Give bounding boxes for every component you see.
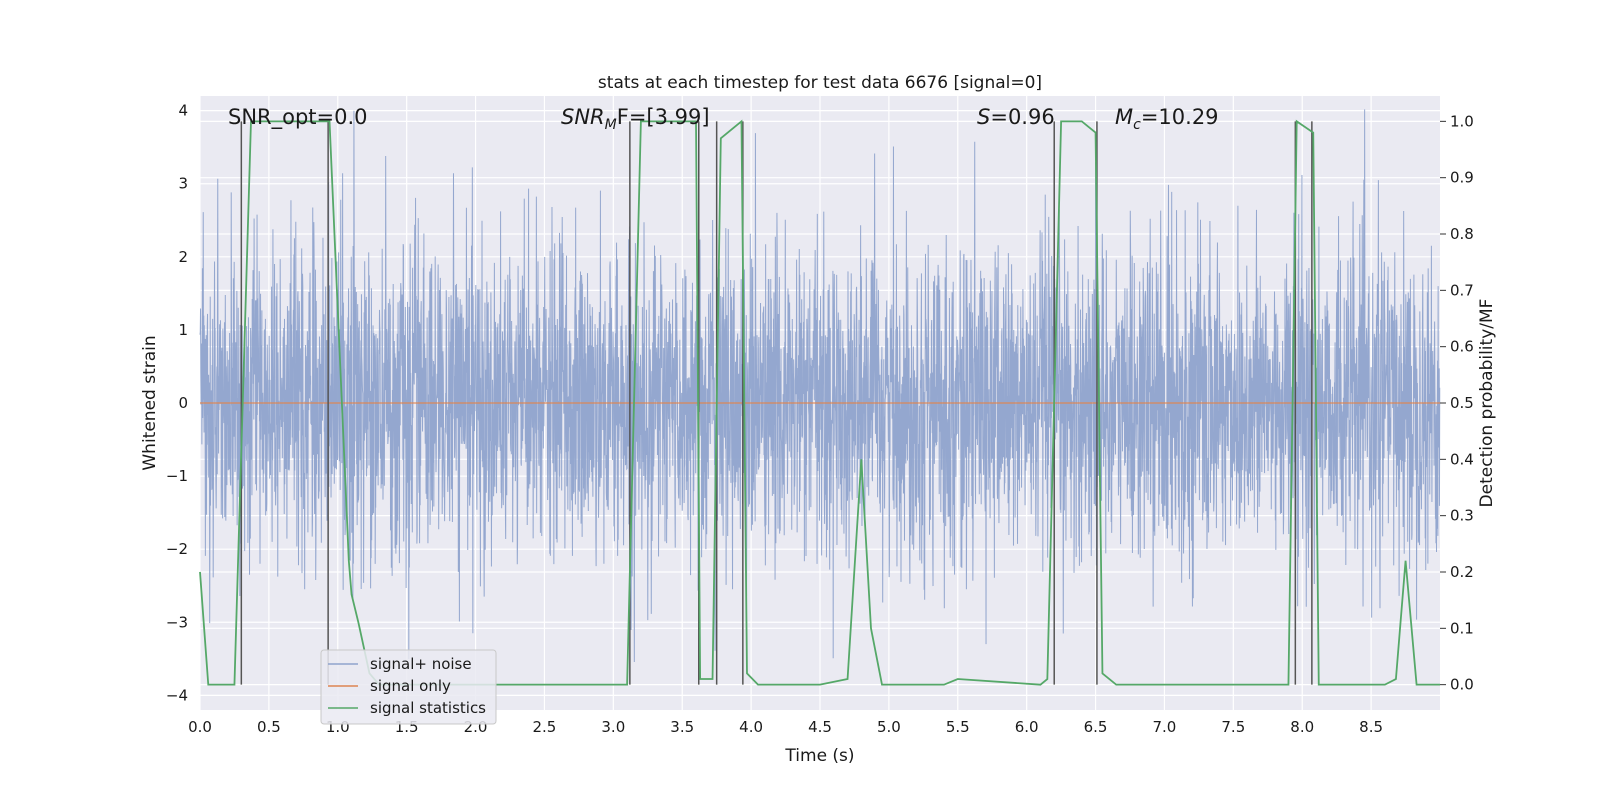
y2-tick-label-0: 0.0 xyxy=(1450,676,1474,694)
x-tick-label-8: 4.0 xyxy=(739,718,763,736)
legend-label-signal-only: signal only xyxy=(370,677,451,695)
y2-axis-ticks: 0.0 0.1 0.2 0.3 0.4 0.5 0.6 0.7 0.8 0.9 1.0 xyxy=(1440,112,1474,694)
y2-tick-label-1: 0.1 xyxy=(1450,619,1474,637)
y-tick-label-4: 0 xyxy=(178,394,188,412)
y-tick-label-8: 4 xyxy=(178,102,188,120)
y2-tick-label-5: 0.5 xyxy=(1450,394,1474,412)
series-signal-plus-noise xyxy=(199,109,1441,663)
legend: signal+ noise signal only signal statist… xyxy=(320,649,497,725)
y-tick-label-5: 1 xyxy=(178,321,188,339)
x-tick-label-14: 7.0 xyxy=(1153,718,1177,736)
y2-tick-label-4: 0.4 xyxy=(1450,450,1474,468)
annotation-snr-opt: SNR_opt=0.0 xyxy=(228,105,368,130)
x-tick-label-10: 5.0 xyxy=(877,718,901,736)
x-tick-label-15: 7.5 xyxy=(1221,718,1245,736)
annotation-s: S=0.96 xyxy=(977,105,1055,129)
y-tick-label-7: 3 xyxy=(178,175,188,193)
annotation-snr-mf-rest: F=[3.99] xyxy=(617,105,710,129)
y2-tick-label-10: 1.0 xyxy=(1450,112,1474,130)
annotation-mc-main: M xyxy=(1115,105,1133,129)
annotation-mc-rest: =10.29 xyxy=(1141,105,1219,129)
annotation-snr-mf-sub: M xyxy=(605,117,617,133)
y-axis-label: Whitened strain xyxy=(140,335,160,470)
y-axis-ticks: −4 −3 −2 −1 0 1 2 3 4 xyxy=(166,102,188,705)
legend-label-noise: signal+ noise xyxy=(370,655,472,673)
y-tick-label-3: −1 xyxy=(166,467,188,485)
series-signal-statistics xyxy=(199,119,1440,686)
annotation-s-main: S xyxy=(977,105,990,129)
y2-tick-label-9: 0.9 xyxy=(1450,169,1474,187)
x-tick-label-9: 4.5 xyxy=(808,718,832,736)
annotation-mc-sub: c xyxy=(1133,117,1141,133)
legend-box xyxy=(320,649,497,725)
y2-tick-label-6: 0.6 xyxy=(1450,338,1474,356)
annotation-snr-mf-main: SNR xyxy=(561,105,605,129)
legend-label-statistics: signal statistics xyxy=(370,699,486,717)
x-tick-label-17: 8.5 xyxy=(1359,718,1383,736)
x-tick-label-5: 2.5 xyxy=(533,718,557,736)
x-tick-label-16: 8.0 xyxy=(1290,718,1314,736)
y-tick-label-1: −3 xyxy=(166,613,188,631)
x-tick-label-7: 3.5 xyxy=(670,718,694,736)
y2-tick-label-7: 0.7 xyxy=(1450,281,1474,299)
x-axis-label: Time (s) xyxy=(784,746,854,766)
y-tick-label-6: 2 xyxy=(178,248,188,266)
annotation-mc: Mc=10.29 xyxy=(1115,105,1219,133)
x-tick-label-11: 5.5 xyxy=(946,718,970,736)
y2-axis-label: Detection probability/MF xyxy=(1477,299,1497,508)
x-tick-label-0: 0.0 xyxy=(188,718,212,736)
x-tick-label-6: 3.0 xyxy=(601,718,625,736)
annotation-s-rest: =0.96 xyxy=(990,105,1054,129)
chart-title: stats at each timestep for test data 667… xyxy=(598,73,1042,93)
x-tick-label-12: 6.0 xyxy=(1015,718,1039,736)
y2-tick-label-2: 0.2 xyxy=(1450,563,1474,581)
y2-tick-label-3: 0.3 xyxy=(1450,507,1474,525)
noise-series-layer xyxy=(199,109,1441,663)
y2-tick-label-8: 0.8 xyxy=(1450,225,1474,243)
statistics-series-layer xyxy=(199,119,1440,686)
annotation-snr-mf: SNRMF=[3.99] xyxy=(561,105,710,133)
y-tick-label-2: −2 xyxy=(166,540,188,558)
x-tick-label-1: 0.5 xyxy=(257,718,281,736)
y-tick-label-0: −4 xyxy=(166,686,188,704)
x-tick-label-13: 6.5 xyxy=(1084,718,1108,736)
